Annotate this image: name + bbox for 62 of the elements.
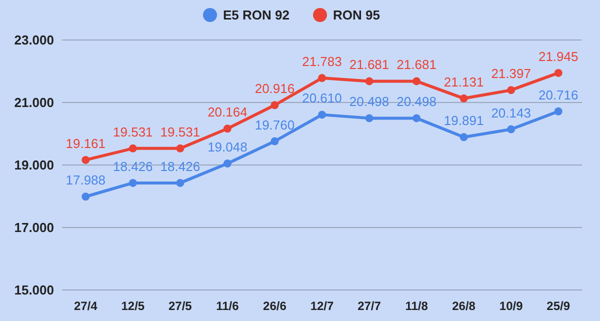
point: [270, 101, 279, 110]
data-label: 21.681: [396, 57, 436, 72]
point: [412, 77, 421, 86]
x-tick-label: 25/9: [546, 299, 570, 313]
legend-label: RON 95: [333, 8, 380, 23]
data-label: 20.610: [302, 90, 342, 106]
y-tick-label: 19.000: [14, 158, 54, 173]
point: [318, 110, 326, 119]
x-tick-label: 11/6: [216, 299, 240, 313]
data-label: 17.988: [66, 172, 106, 188]
point: [507, 125, 516, 134]
point: [128, 178, 137, 187]
x-tick-label: 26/8: [452, 299, 476, 313]
data-label: 20.716: [538, 87, 578, 102]
data-label: 21.945: [538, 48, 578, 64]
data-label: 19.161: [66, 136, 106, 151]
data-label: 21.131: [444, 74, 484, 90]
y-tick-label: 17.000: [14, 220, 54, 236]
y-tick-label: 21.000: [14, 95, 54, 110]
point: [176, 144, 184, 152]
y-tick-label: 23.000: [14, 32, 54, 48]
data-label: 21.681: [349, 57, 390, 72]
x-tick-label: 12/7: [310, 299, 334, 313]
point: [507, 86, 516, 94]
point: [554, 68, 562, 77]
point: [365, 114, 374, 122]
point: [554, 107, 562, 116]
point: [82, 192, 90, 201]
point: [412, 114, 421, 122]
data-label: 20.143: [491, 105, 531, 120]
point: [460, 133, 468, 142]
x-tick-label: 27/5: [168, 299, 192, 313]
point: [82, 156, 90, 164]
legend-label: E5 RON 92: [223, 8, 290, 23]
data-label: 19.760: [254, 117, 295, 132]
data-label: 19.531: [113, 124, 153, 140]
x-tick-label: 27/7: [358, 299, 382, 313]
y-tick-label: 15.000: [14, 282, 54, 298]
point: [176, 178, 184, 187]
data-label: 20.498: [349, 94, 390, 110]
point: [365, 77, 374, 86]
point: [223, 160, 232, 168]
data-label: 21.397: [491, 66, 531, 82]
data-label: 20.498: [396, 94, 436, 110]
data-label: 19.891: [444, 113, 484, 128]
data-label: 20.164: [208, 104, 248, 120]
point: [460, 94, 468, 102]
x-tick-label: 10/9: [499, 299, 524, 313]
x-tick-label: 26/6: [263, 299, 287, 313]
point: [223, 124, 232, 133]
x-tick-label: 27/4: [74, 299, 98, 313]
data-label: 21.783: [302, 54, 342, 70]
data-label: 18.426: [160, 158, 200, 174]
data-label: 18.426: [113, 158, 153, 174]
data-label: 19.531: [160, 124, 200, 140]
point: [318, 74, 326, 82]
point: [270, 137, 279, 146]
data-label: 20.916: [254, 81, 295, 96]
data-label: 19.048: [208, 140, 248, 154]
x-tick-label: 11/8: [405, 299, 428, 313]
point: [128, 144, 137, 152]
x-tick-label: 12/5: [121, 299, 145, 313]
